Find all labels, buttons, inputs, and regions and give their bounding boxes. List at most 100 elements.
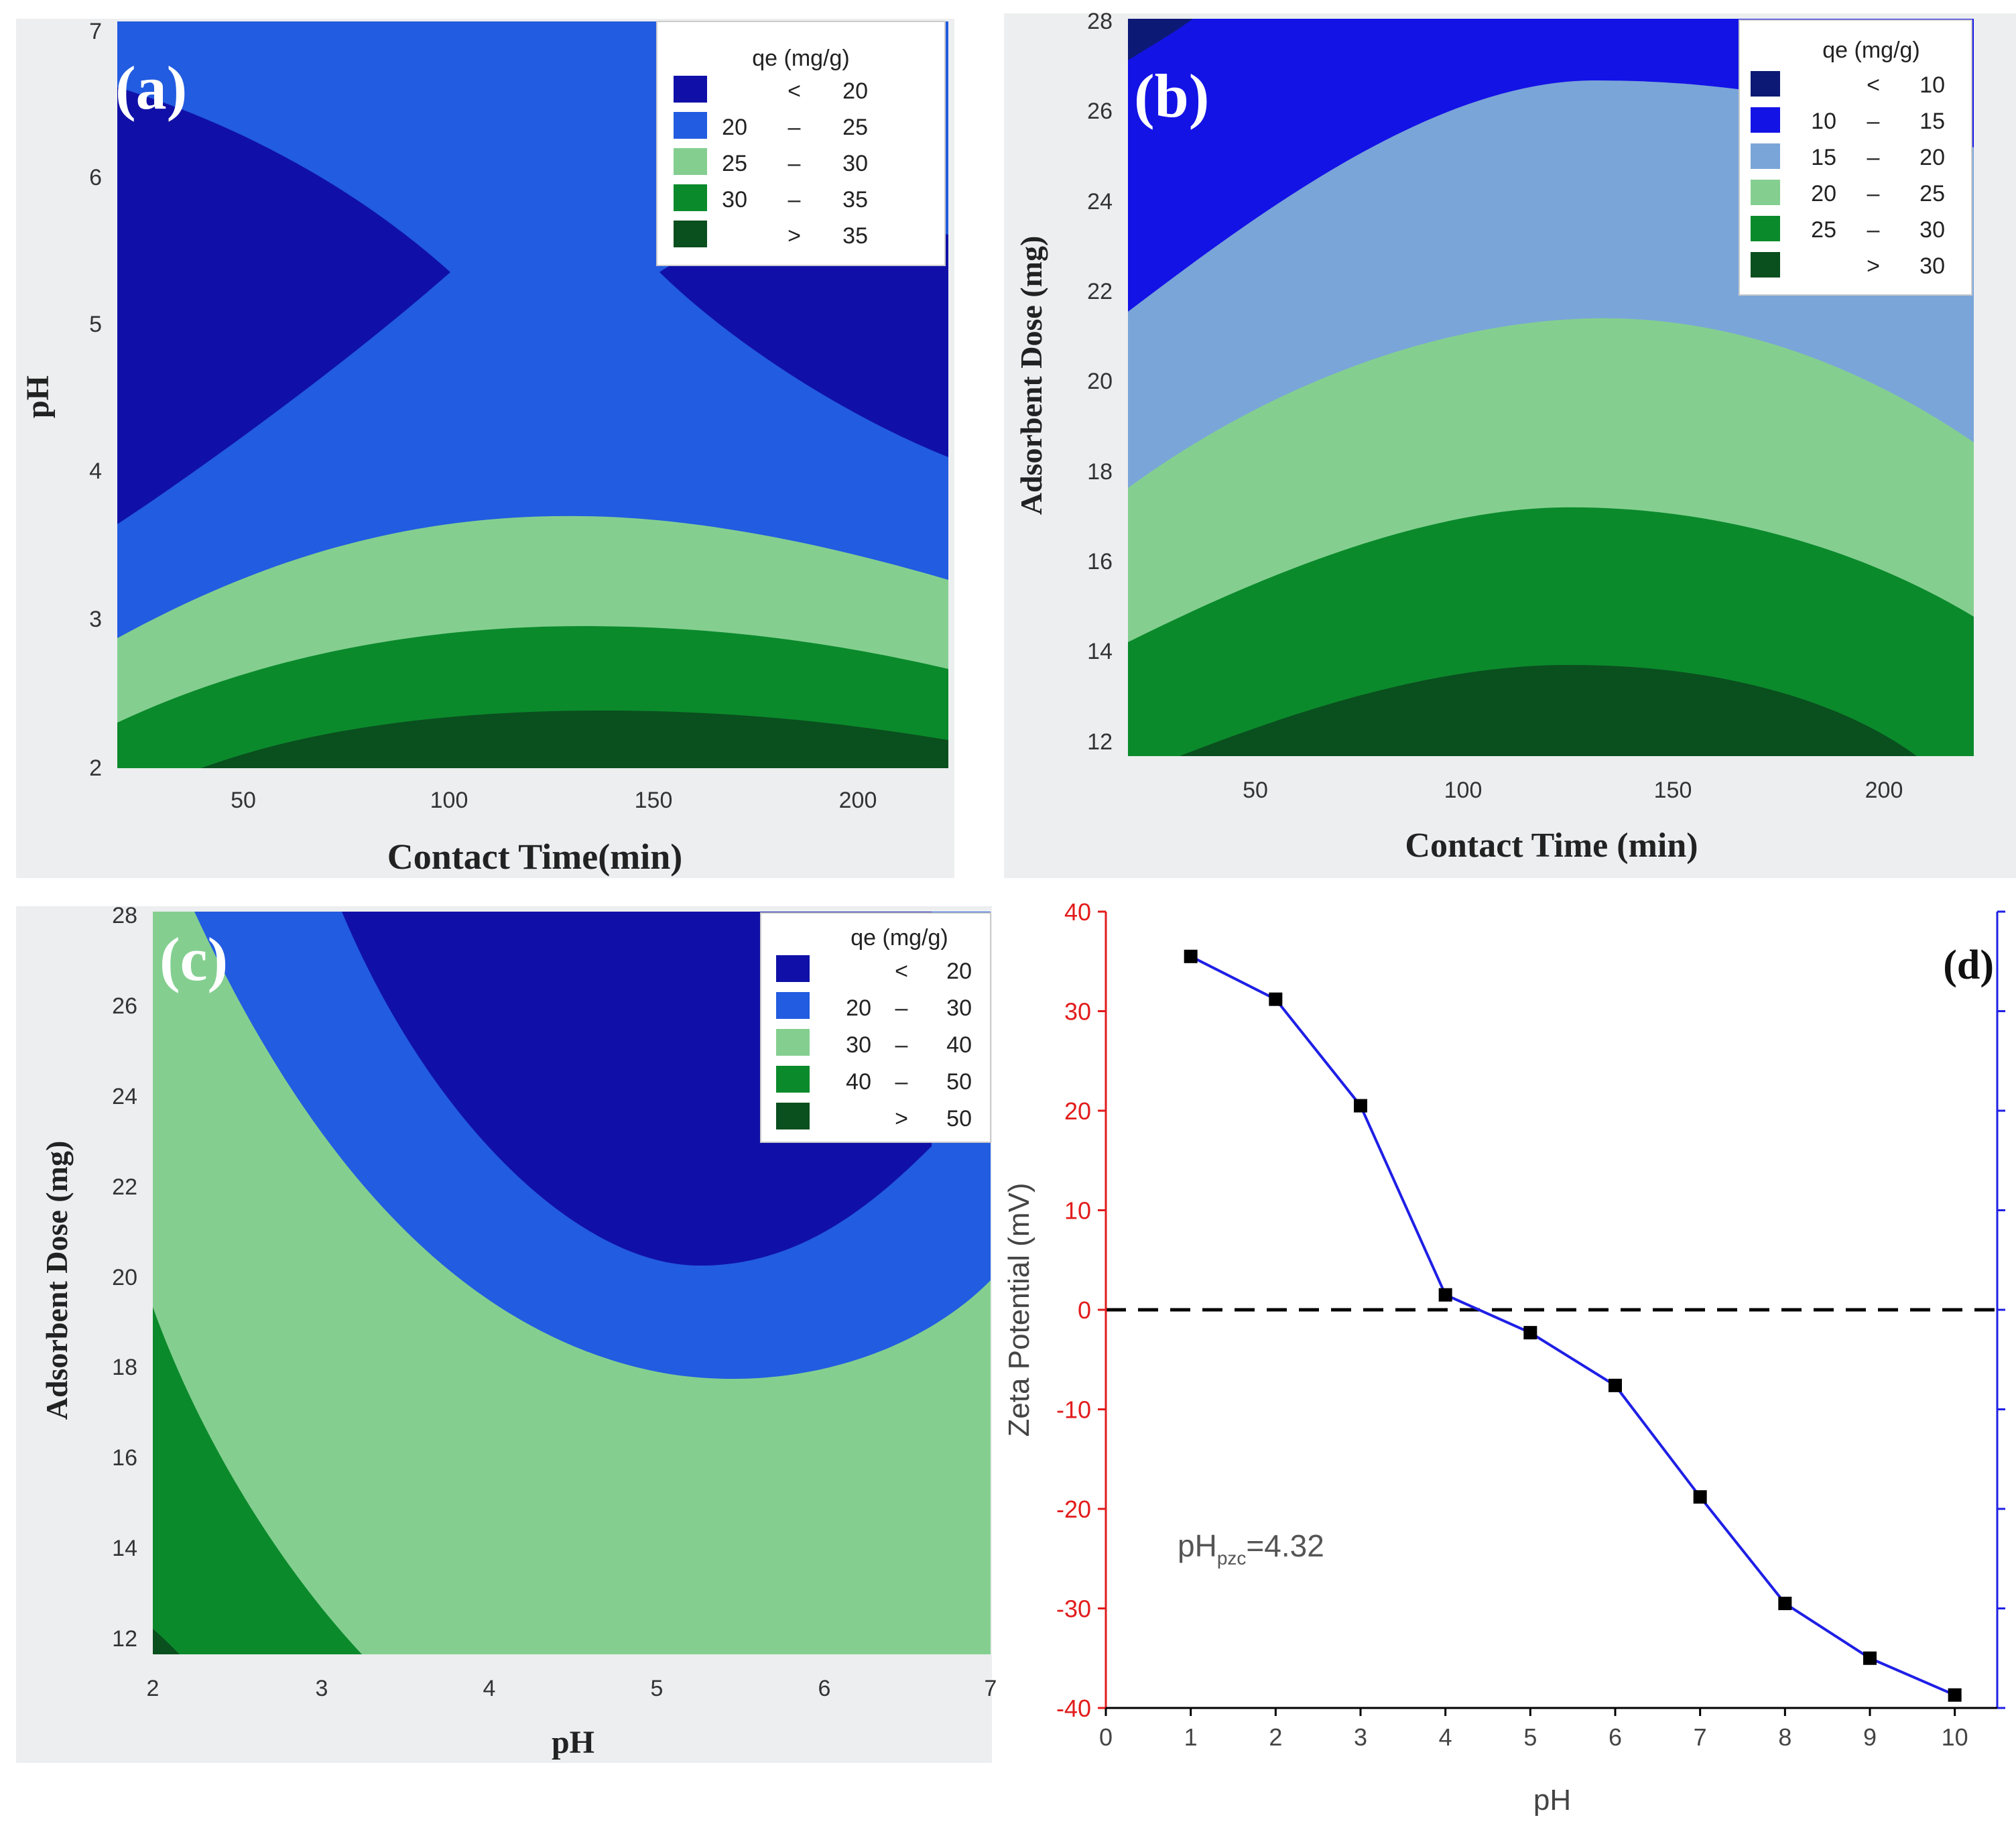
panel-a-legend: qe (mg/g) < 20 20 – 25 25 – 30 30 – 35 >… bbox=[656, 21, 946, 266]
zeta-line bbox=[1190, 955, 1956, 1697]
panel-label: (c) bbox=[160, 925, 228, 993]
legend-op: – bbox=[1867, 217, 1880, 243]
legend-swatch bbox=[1751, 71, 1780, 97]
x-tick-label: 8 bbox=[1778, 1723, 1791, 1751]
y-tick-label: 6 bbox=[89, 165, 102, 190]
legend-hi: 30 bbox=[1919, 217, 1945, 243]
legend-op: – bbox=[788, 151, 801, 176]
legend-hi: 10 bbox=[1919, 72, 1945, 98]
legend-hi: 30 bbox=[946, 995, 972, 1021]
x-axis-title: pH bbox=[1533, 1784, 1571, 1817]
x-tick-label: 100 bbox=[430, 788, 468, 813]
y-tick-label: 12 bbox=[1087, 729, 1113, 755]
y-tick-label: 7 bbox=[89, 19, 102, 44]
legend-title: qe (mg/g) bbox=[752, 46, 850, 71]
panel-a-x-ticks: 50 100 150 200 bbox=[231, 788, 877, 813]
legend-swatch bbox=[674, 148, 707, 175]
x-tick-label: 150 bbox=[635, 788, 673, 813]
contour-region-lt20-right bbox=[659, 228, 948, 457]
data-point bbox=[1948, 1688, 1962, 1702]
x-tick-label: 3 bbox=[316, 1676, 328, 1701]
legend-lo: 30 bbox=[722, 187, 747, 212]
legend-op: < bbox=[895, 959, 908, 984]
x-axis-title: Contact Time (min) bbox=[1405, 826, 1698, 865]
x-tick-label: 2 bbox=[147, 1676, 160, 1701]
panel-b: 12 14 16 18 20 22 24 26 28 50 100 150 20… bbox=[1004, 9, 2016, 878]
x-tick-label: 0 bbox=[1099, 1723, 1113, 1751]
legend-op: – bbox=[895, 1069, 908, 1095]
panel-b-y-ticks: 12 14 16 18 20 22 24 26 28 bbox=[1087, 9, 1113, 755]
y-axis-title: Zeta Potential (mV) bbox=[1003, 1182, 1035, 1436]
x-tick-label: 200 bbox=[1865, 778, 1903, 803]
legend-swatch bbox=[674, 76, 707, 103]
legend-swatch bbox=[776, 955, 810, 982]
legend-swatch bbox=[776, 992, 810, 1019]
panel-c: 12 14 16 18 20 22 24 26 28 2 3 4 5 6 7 p… bbox=[16, 903, 997, 1763]
contour-band-30-40 bbox=[153, 912, 991, 1654]
data-point bbox=[1184, 949, 1198, 963]
legend-op: < bbox=[1867, 72, 1880, 98]
y-tick-label: 16 bbox=[1087, 549, 1113, 574]
x-tick-label: 3 bbox=[1354, 1723, 1367, 1751]
y-axis-title: pH bbox=[20, 375, 56, 418]
contour-band-gt30 bbox=[1180, 664, 1917, 756]
pzc-base: pH bbox=[1178, 1528, 1217, 1563]
panel-d-ticks: -40 -30 -20 -10 0 10 20 30 40 0 1 2 3 4 5 6 7 8 9 10 bbox=[1056, 898, 2005, 1751]
legend-op: – bbox=[895, 995, 908, 1021]
legend-hi: 25 bbox=[842, 115, 868, 140]
panel-b-legend: qe (mg/g) < 10 10 – 15 15 – 20 20 – 25 2… bbox=[1739, 19, 1972, 296]
y-axis-title: Adsorbent Dose (mg) bbox=[1014, 236, 1048, 515]
legend-swatch bbox=[674, 112, 707, 139]
contour-band-gt50 bbox=[153, 1629, 180, 1654]
pzc-annotation: pHpzc=4.32 bbox=[1178, 1528, 1324, 1569]
legend-op: – bbox=[1867, 145, 1880, 170]
y-tick-label: 26 bbox=[1087, 99, 1113, 124]
x-tick-label: 4 bbox=[1439, 1723, 1452, 1751]
legend-hi: 40 bbox=[946, 1032, 972, 1058]
y-tick-label: 30 bbox=[1064, 998, 1091, 1026]
legend-lo: 40 bbox=[846, 1069, 871, 1095]
x-tick-label: 6 bbox=[1609, 1723, 1622, 1751]
x-tick-label: 10 bbox=[1942, 1723, 1968, 1751]
data-point bbox=[1438, 1288, 1452, 1302]
y-tick-label: 28 bbox=[1087, 9, 1113, 34]
x-tick-label: 7 bbox=[985, 1676, 997, 1701]
y-tick-label: 14 bbox=[112, 1536, 137, 1561]
y-tick-label: -30 bbox=[1056, 1595, 1091, 1623]
legend-op: > bbox=[895, 1106, 908, 1131]
legend-title: qe (mg/g) bbox=[850, 925, 948, 951]
legend-lo: 15 bbox=[1811, 145, 1836, 170]
y-tick-label: 5 bbox=[89, 312, 102, 337]
y-tick-label: 18 bbox=[112, 1355, 137, 1380]
panel-a-y-ticks: 2 3 4 5 6 7 bbox=[89, 19, 102, 781]
data-point bbox=[1354, 1099, 1367, 1113]
y-tick-label: 24 bbox=[1087, 189, 1113, 215]
x-tick-label: 50 bbox=[1243, 778, 1268, 803]
panel-c-legend: qe (mg/g) < 20 20 – 30 30 – 40 40 – 50 >… bbox=[760, 912, 991, 1143]
contour-region-lt10 bbox=[1128, 19, 1193, 60]
x-axis-title: pH bbox=[552, 1725, 594, 1760]
panel-c-y-ticks: 12 14 16 18 20 22 24 26 28 bbox=[112, 903, 137, 1652]
y-tick-label: -20 bbox=[1056, 1495, 1091, 1523]
legend-hi: 15 bbox=[1919, 109, 1945, 134]
x-tick-label: 200 bbox=[839, 788, 877, 813]
y-tick-label: 3 bbox=[89, 607, 102, 632]
legend-hi: 35 bbox=[842, 223, 868, 249]
legend-op: – bbox=[895, 1032, 908, 1058]
pzc-value: =4.32 bbox=[1246, 1528, 1324, 1563]
legend-lo: 20 bbox=[1811, 181, 1836, 206]
y-tick-label: 12 bbox=[112, 1626, 137, 1652]
legend-lo: 25 bbox=[722, 151, 747, 176]
y-tick-label: 20 bbox=[1087, 369, 1113, 394]
legend-hi: 35 bbox=[842, 187, 868, 212]
legend-op: – bbox=[788, 187, 801, 212]
panel-a: 2 3 4 5 6 7 50 100 150 200 Contact Time(… bbox=[16, 19, 954, 878]
x-tick-label: 100 bbox=[1444, 778, 1483, 803]
y-tick-label: 16 bbox=[112, 1445, 137, 1471]
y-tick-label: 4 bbox=[89, 458, 102, 484]
legend-swatch bbox=[776, 1029, 810, 1056]
panel-c-x-ticks: 2 3 4 5 6 7 bbox=[147, 1676, 997, 1701]
legend-op: > bbox=[788, 223, 801, 249]
x-tick-label: 5 bbox=[651, 1676, 664, 1701]
